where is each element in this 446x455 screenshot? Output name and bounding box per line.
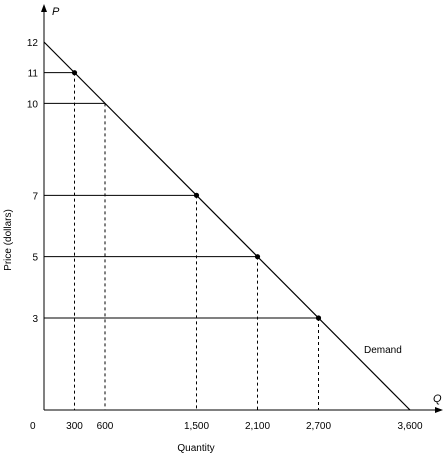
x-axis-letter: Q: [433, 393, 442, 405]
y-axis-title: Price (dollars): [3, 209, 14, 271]
demand-point: [315, 315, 322, 321]
y-axis-letter: P: [52, 6, 60, 18]
y-tick-label: 12: [27, 38, 39, 49]
origin-label: 0: [30, 421, 36, 432]
x-tick-label: 1,500: [184, 421, 209, 432]
y-tick-label: 7: [32, 191, 38, 202]
y-tick-labels: 12 11 10 7 5 3: [27, 38, 39, 325]
y-tick-label: 3: [32, 314, 38, 325]
x-tick-label: 2,700: [306, 421, 331, 432]
x-axis-arrow: [435, 407, 443, 413]
x-tick-labels: 300 600 1,500 2,100 2,700 3,600: [66, 421, 423, 432]
x-tick-label: 2,100: [245, 421, 270, 432]
demand-point: [254, 254, 261, 260]
y-axis-arrow: [41, 4, 47, 12]
x-tick-label: 600: [97, 421, 114, 432]
y-tick-label: 11: [28, 69, 39, 80]
points-layer: [71, 70, 322, 321]
y-tick-label: 10: [27, 99, 39, 110]
reference-guides: [44, 72, 319, 410]
x-axis-title: Quantity: [177, 443, 214, 454]
x-tick-label: 3,600: [397, 421, 422, 432]
x-tick-label: 300: [66, 421, 83, 432]
axes: [41, 4, 443, 413]
demand-point: [71, 70, 78, 76]
demand-curve-label: Demand: [364, 345, 402, 356]
y-tick-label: 5: [32, 253, 38, 264]
series-layer: [43, 41, 411, 411]
demand-curve-line: [43, 41, 411, 411]
demand-point: [193, 192, 200, 198]
